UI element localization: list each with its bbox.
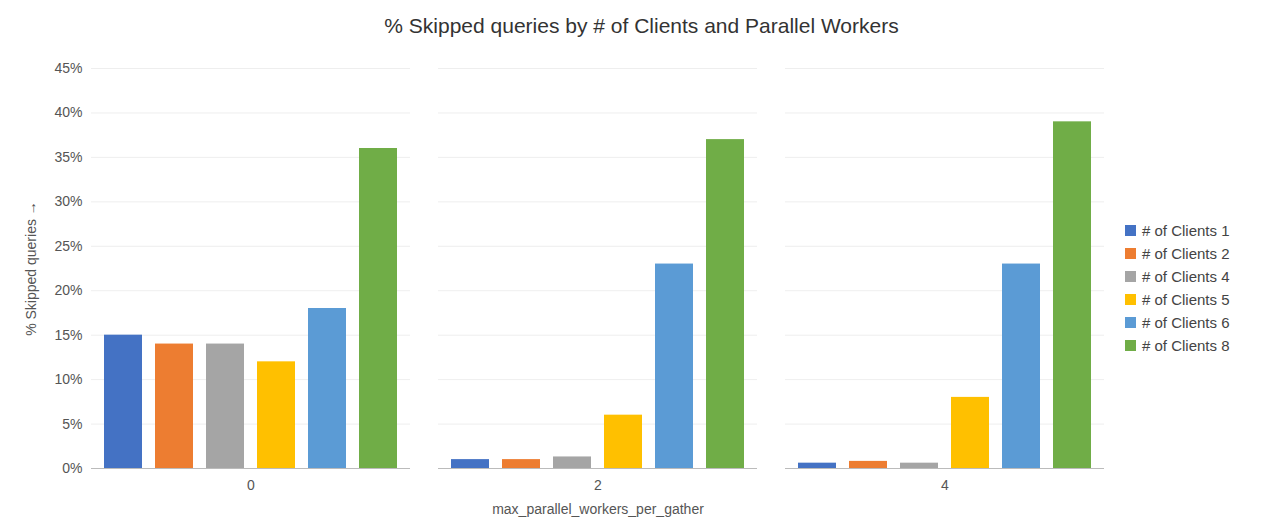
html-text:% Skipped queries by # of Clie: % Skipped queries by # of Clients and Pa… <box>384 14 899 37</box>
svg-text:2: 2 <box>594 477 602 493</box>
svg-text:10%: 10% <box>54 371 82 387</box>
html-text:# of Clients 1: # of Clients 1 <box>1142 222 1230 239</box>
html-text:# of Clients 6: # of Clients 6 <box>1142 314 1230 331</box>
svg-text:max_parallel_workers_per_gathe: max_parallel_workers_per_gather <box>492 501 704 517</box>
svg-text:5%: 5% <box>62 416 82 432</box>
svg-text:% Skipped queries →: % Skipped queries → <box>23 201 39 336</box>
svg-text:35%: 35% <box>54 149 82 165</box>
svg-text:25%: 25% <box>54 238 82 254</box>
svg-text:30%: 30% <box>54 193 82 209</box>
html-text:# of Clients 4: # of Clients 4 <box>1142 268 1230 285</box>
svg-text:0%: 0% <box>62 460 82 476</box>
svg-text:40%: 40% <box>54 104 82 120</box>
html-text:# of Clients 2: # of Clients 2 <box>1142 245 1230 262</box>
svg-text:4: 4 <box>941 477 949 493</box>
svg-text:0: 0 <box>247 477 255 493</box>
svg-text:20%: 20% <box>54 282 82 298</box>
svg-text:45%: 45% <box>54 60 82 76</box>
svg-text:15%: 15% <box>54 327 82 343</box>
html-text:# of Clients 5: # of Clients 5 <box>1142 291 1230 308</box>
html-text:# of Clients 8: # of Clients 8 <box>1142 337 1230 354</box>
